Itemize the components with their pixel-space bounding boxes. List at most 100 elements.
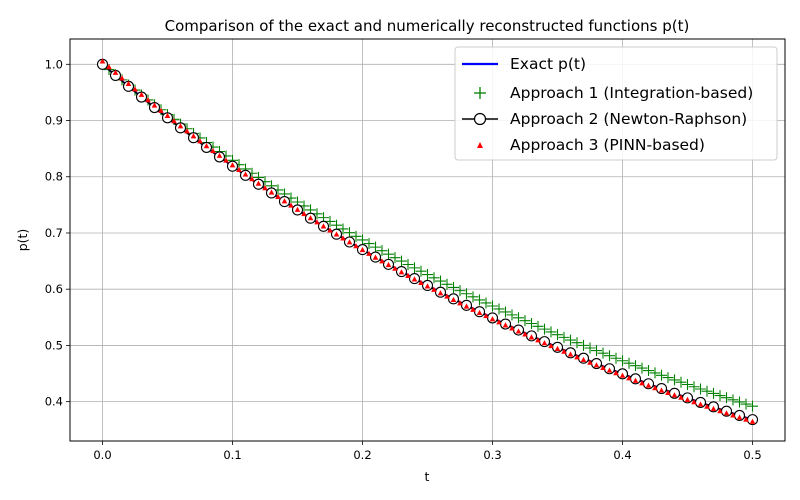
approach3-triangle-marker: [197, 138, 203, 144]
approach3-triangle-marker: [476, 309, 483, 316]
approach3-triangle-marker: [281, 198, 288, 204]
approach3-triangle-marker: [119, 75, 125, 81]
approach3-triangle-marker: [515, 328, 522, 334]
series-layer: [96, 58, 759, 426]
x-tick-label: 0.3: [483, 448, 501, 462]
approach3-triangle-marker: [301, 210, 307, 217]
approach3-triangle-marker: [541, 340, 548, 346]
approach3-triangle-marker: [366, 250, 372, 256]
approach3-triangle-marker: [678, 394, 684, 400]
approach1-plus-marker: [441, 278, 453, 290]
legend-swatch-approach1: [474, 87, 486, 99]
approach3-triangle-marker: [463, 303, 470, 309]
approach1-plus-marker: [519, 315, 531, 327]
approach3-triangle-marker: [190, 133, 197, 139]
approach3-triangle-marker: [294, 206, 301, 212]
approach1-plus-marker: [344, 227, 355, 239]
approach1-plus-marker: [357, 234, 368, 246]
approach3-triangle-marker: [307, 215, 314, 221]
approach1-plus-marker: [643, 365, 654, 377]
x-tick-label: 0.1: [223, 448, 241, 462]
approach1-plus-marker: [675, 376, 687, 388]
series-approach3: [99, 58, 756, 424]
approach1-plus-marker: [389, 252, 401, 264]
approach3-triangle-marker: [704, 403, 710, 409]
approach1-plus-marker: [617, 355, 628, 367]
approach1-plus-marker: [591, 345, 602, 357]
approach1-plus-marker: [623, 357, 635, 369]
approach1-plus-marker: [350, 230, 362, 242]
approach3-triangle-marker: [496, 319, 502, 325]
approach3-triangle-marker: [567, 351, 574, 357]
approach3-triangle-marker: [249, 175, 255, 182]
approach3-triangle-marker: [535, 337, 541, 343]
approach3-triangle-marker: [359, 246, 366, 253]
approach3-triangle-marker: [431, 286, 437, 292]
approach3-triangle-marker: [522, 331, 528, 337]
approach1-plus-marker: [454, 285, 466, 297]
approach1-plus-marker: [539, 323, 550, 335]
approach3-triangle-marker: [340, 235, 346, 241]
legend-label-approach2: Approach 2 (Newton-Raphson): [510, 110, 747, 128]
approach3-triangle-marker: [372, 254, 379, 260]
approach3-triangle-marker: [242, 171, 249, 177]
plot-frame: [69, 38, 786, 442]
approach1-plus-marker: [415, 265, 427, 277]
approach3-triangle-marker: [723, 410, 730, 416]
approach3-triangle-marker: [450, 296, 457, 303]
approach1-plus-marker: [630, 360, 641, 372]
approach1-plus-marker: [662, 372, 674, 384]
approach1-plus-marker: [721, 392, 732, 404]
y-tick-label: 0.9: [45, 114, 63, 128]
approach1-plus-marker: [584, 342, 596, 354]
approach1-plus-marker: [695, 383, 706, 395]
approach3-triangle-marker: [177, 123, 184, 129]
approach3-triangle-marker: [424, 283, 431, 289]
approach3-triangle-marker: [411, 276, 418, 282]
y-tick-label: 0.8: [45, 170, 63, 184]
approach3-triangle-marker: [444, 293, 450, 299]
approach1-plus-marker: [532, 320, 544, 332]
approach3-triangle-marker: [626, 375, 632, 381]
approach1-plus-marker: [409, 262, 420, 274]
approach1-plus-marker: [727, 394, 739, 406]
approach3-triangle-marker: [730, 412, 736, 418]
approach1-plus-marker: [480, 297, 492, 309]
approach3-triangle-marker: [262, 184, 268, 191]
x-tick-label: 0.0: [93, 448, 111, 462]
approach3-triangle-marker: [743, 416, 749, 422]
approach3-triangle-marker: [203, 143, 210, 149]
approach3-triangle-marker: [587, 359, 593, 365]
x-tick-label: 0.4: [613, 448, 631, 462]
legend-swatch-approach2: [462, 112, 498, 126]
approach3-triangle-marker: [327, 227, 333, 233]
approach1-plus-marker: [324, 215, 336, 227]
approach1-plus-marker: [474, 294, 485, 306]
approach3-triangle-marker: [333, 231, 340, 237]
approach3-triangle-marker: [619, 372, 626, 378]
approach3-triangle-marker: [652, 385, 658, 391]
approach1-plus-marker: [682, 379, 693, 391]
x-tick-label: 0.2: [353, 448, 371, 462]
approach1-plus-marker: [526, 318, 537, 330]
approach1-plus-marker: [545, 326, 557, 338]
approach1-plus-marker: [370, 241, 381, 253]
approach3-triangle-marker: [255, 180, 262, 186]
approach3-triangle-marker: [671, 392, 678, 398]
approach3-triangle-marker: [717, 408, 723, 414]
approach3-triangle-marker: [379, 258, 385, 264]
approach1-plus-marker: [734, 396, 745, 408]
legend-frame: [454, 46, 778, 161]
approach1-plus-marker: [402, 258, 414, 270]
approach3-triangle-marker: [632, 377, 639, 383]
approach1-plus-marker: [558, 331, 570, 343]
approach3-triangle-marker: [489, 316, 496, 322]
approach3-triangle-marker: [418, 279, 424, 286]
approach3-triangle-marker: [138, 91, 145, 97]
approach1-plus-marker: [435, 275, 446, 287]
approach3-triangle-marker: [405, 272, 411, 278]
approach3-triangle-marker: [639, 380, 645, 386]
approach1-plus-marker: [506, 309, 518, 321]
approach3-triangle-marker: [437, 290, 444, 296]
